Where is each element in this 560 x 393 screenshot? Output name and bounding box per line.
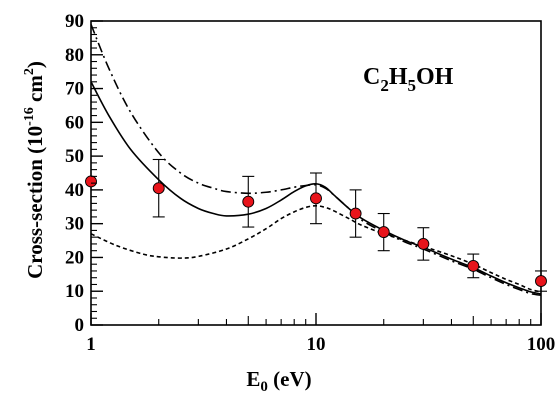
x-tick-label: 1 — [86, 334, 96, 355]
y-tick-label: 50 — [65, 146, 84, 167]
data-point — [467, 259, 480, 272]
y-tick-label: 80 — [65, 45, 84, 66]
y-tick-label: 10 — [65, 281, 84, 302]
curve-dotted — [90, 204, 542, 293]
y-tick-label: 0 — [75, 315, 85, 336]
data-point — [377, 226, 390, 239]
y-tick-label: 30 — [65, 214, 84, 235]
x-tick-label: 10 — [307, 334, 326, 355]
data-point — [417, 237, 430, 250]
y-tick-label: 20 — [65, 247, 84, 268]
y-axis-ticks: 0 10 20 30 40 50 60 70 80 90 — [65, 11, 103, 336]
data-point — [310, 192, 322, 205]
curve-solid — [90, 81, 542, 295]
data-markers — [85, 175, 547, 288]
x-tick-label: 100 — [527, 334, 556, 355]
molecule-annotation: C2H5OH — [363, 64, 454, 95]
curve-dash-dot — [90, 24, 542, 297]
error-bars — [152, 158, 547, 292]
y-axis-title: Cross-section (10-16 cm2) — [22, 61, 47, 279]
data-point — [152, 182, 165, 195]
data-point — [85, 175, 97, 188]
y-tick-label: 40 — [65, 180, 84, 201]
y-tick-label: 90 — [65, 11, 84, 32]
x-axis-ticks: 1 10 100 — [86, 313, 555, 355]
data-point — [242, 195, 255, 208]
model-curves — [90, 24, 542, 297]
x-axis-title: E0 (eV) — [246, 367, 311, 393]
data-point — [535, 275, 547, 288]
y-tick-label: 70 — [65, 79, 84, 100]
data-point — [349, 207, 362, 220]
y-tick-label: 60 — [65, 112, 84, 133]
